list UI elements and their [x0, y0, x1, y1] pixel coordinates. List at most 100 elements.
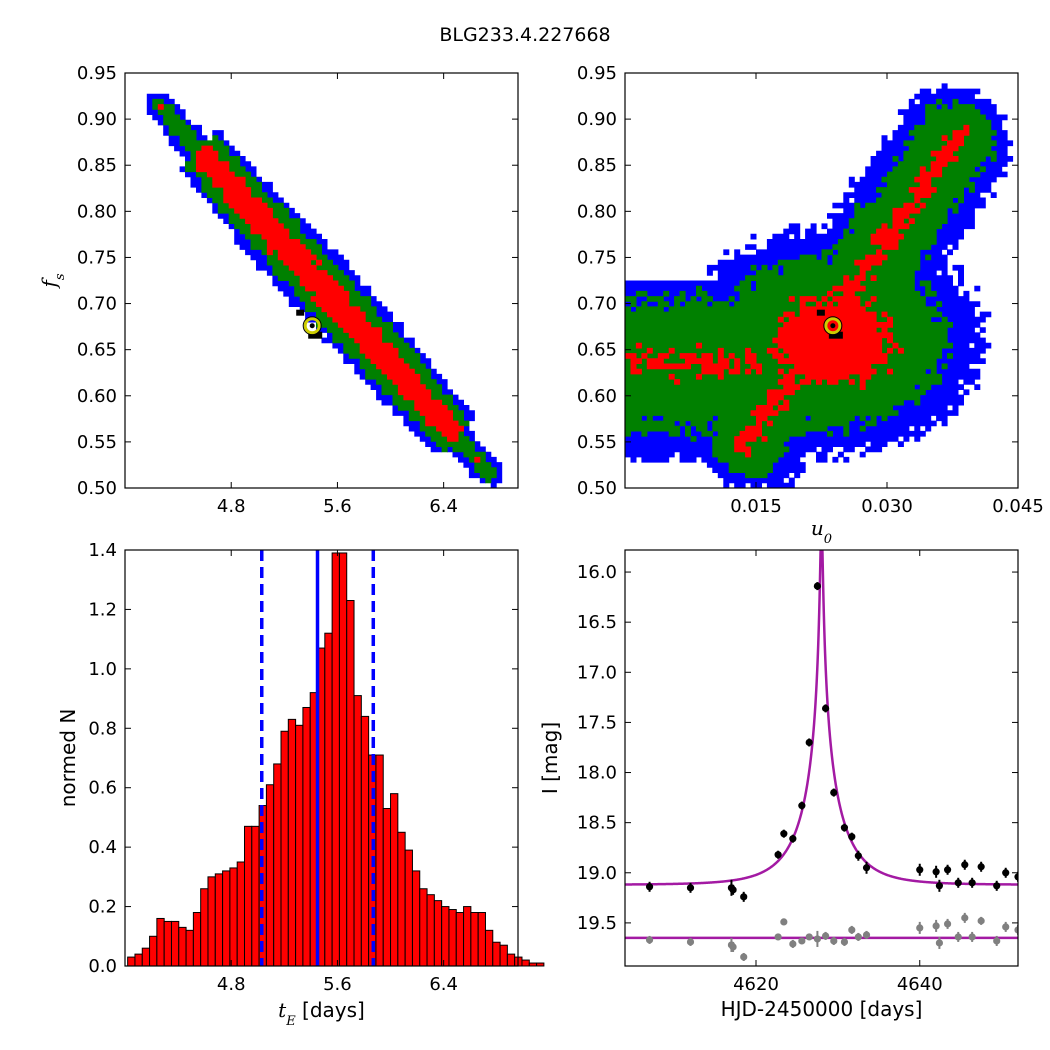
- chain-cluster: [828, 331, 843, 339]
- best-fit-marker: [824, 317, 842, 335]
- data-point: [968, 879, 976, 887]
- x-tick-label: 4.8: [217, 496, 246, 517]
- sigma1-region: [625, 124, 970, 458]
- histogram-bar: [455, 912, 465, 967]
- fs-vs-u0-panel: 0.015 0.030 0.045 0.50 0.55 0.60 0.65 0.70 0.75 0…: [577, 63, 1044, 547]
- data-point-second: [943, 920, 952, 928]
- y-tick-label: 0.95: [577, 63, 617, 84]
- data-point: [977, 863, 985, 871]
- axes-frame: [124, 72, 519, 489]
- y-tick-label: 0.65: [77, 340, 117, 361]
- y-axis-label: normed N: [56, 709, 80, 808]
- y-tick-label: 0.75: [77, 247, 117, 268]
- histogram-bar: [287, 718, 297, 967]
- data-point-second: [821, 932, 830, 940]
- best-fit-marker: [303, 317, 321, 335]
- y-tick-label: 16.0: [577, 562, 617, 583]
- histogram-bar: [207, 876, 216, 967]
- histogram-bar: [441, 906, 450, 967]
- data-point: [805, 738, 813, 747]
- data-point-second: [977, 917, 985, 925]
- data-point: [943, 866, 952, 874]
- data-point: [645, 883, 654, 891]
- plot-area: [625, 550, 1018, 961]
- data-point: [862, 864, 871, 872]
- data-point-second: [993, 937, 1001, 945]
- figure-title: BLG233.4.227668: [439, 24, 610, 46]
- histogram-bar: [463, 906, 472, 967]
- histogram-bar: [200, 888, 209, 967]
- y-tick-label: 18.5: [577, 813, 617, 834]
- y-tick-label: 0.55: [77, 432, 117, 453]
- data-point-second: [935, 939, 944, 947]
- y-tick-label: 0.75: [577, 247, 617, 268]
- data-point: [840, 824, 849, 832]
- histogram-bar: [419, 888, 428, 967]
- y-tick-label: 0.4: [88, 837, 117, 858]
- histogram-bar: [134, 953, 143, 967]
- histogram-bar: [214, 873, 224, 967]
- histogram-bar: [528, 962, 538, 967]
- x-tick-label: 4640: [897, 974, 943, 995]
- x-tick-label: 6.4: [429, 496, 458, 517]
- axes-frame: [124, 549, 519, 967]
- histogram-bar: [338, 552, 348, 967]
- y-tick-label: 0.60: [577, 386, 617, 407]
- histogram-bar: [353, 695, 362, 967]
- data-point: [954, 879, 962, 887]
- data-point-second: [1002, 923, 1010, 931]
- histogram-bar: [521, 959, 530, 967]
- x-axis-label: HJD-2450000 [days]: [721, 997, 923, 1021]
- y-tick-label: 0.65: [577, 340, 617, 361]
- data-point: [1002, 869, 1010, 877]
- histogram-bar: [185, 929, 194, 967]
- y-tick-label: 0.70: [77, 294, 117, 315]
- y-tick-label: 0.0: [88, 956, 117, 977]
- y-tick-label: 0.85: [577, 155, 617, 176]
- histogram-bar: [295, 724, 304, 967]
- y-tick-label: 0.2: [88, 897, 117, 918]
- fs-vs-te-panel: 4.8 5.6 6.4 0.50 0.55 0.60 0.65 0.70 0.75 0.80 0.8…: [37, 63, 519, 517]
- data-point: [854, 852, 862, 860]
- data-point: [729, 886, 737, 894]
- data-point: [830, 788, 838, 797]
- best-fit-center: [309, 323, 315, 329]
- histogram-bar: [411, 870, 421, 967]
- data-point: [774, 851, 782, 859]
- y-tick-label: 0.70: [577, 294, 617, 315]
- best-fit-center: [830, 323, 836, 329]
- data-point-second: [830, 937, 838, 945]
- histogram-bar: [222, 870, 231, 967]
- x-tick-label: 4.8: [217, 974, 246, 995]
- y-tick-label: 17.5: [577, 712, 617, 733]
- y-tick-label: 0.85: [77, 155, 117, 176]
- data-point-second: [645, 936, 654, 944]
- histogram-bar: [141, 947, 151, 967]
- y-tick-label: 0.90: [577, 109, 617, 130]
- y-tick-label: 0.8: [88, 718, 117, 739]
- histogram-bar: [273, 763, 282, 967]
- data-point-second: [862, 931, 871, 939]
- x-tick-label: 5.6: [323, 496, 352, 517]
- chain-cluster: [308, 331, 323, 339]
- histogram-bar: [236, 861, 245, 967]
- histogram-bar: [243, 825, 253, 967]
- data-point-second: [740, 953, 748, 961]
- y-tick-label: 19.5: [577, 913, 617, 934]
- data-point: [916, 866, 924, 874]
- sigma2-region: [152, 98, 497, 484]
- y-tick-label: 1.4: [88, 540, 117, 561]
- data-point-second: [686, 938, 695, 946]
- histogram-bar: [302, 706, 311, 967]
- data-point: [961, 861, 969, 869]
- data-point: [935, 882, 944, 890]
- histogram-bar: [251, 825, 260, 967]
- best-fit-outline: [302, 316, 322, 336]
- data-point: [848, 833, 856, 841]
- y-tick-label: 0.95: [77, 63, 117, 84]
- axes-frame: [624, 549, 1019, 967]
- histogram-bar: [404, 849, 413, 967]
- histogram-bar: [492, 941, 501, 967]
- y-tick-label: 17.0: [577, 662, 617, 683]
